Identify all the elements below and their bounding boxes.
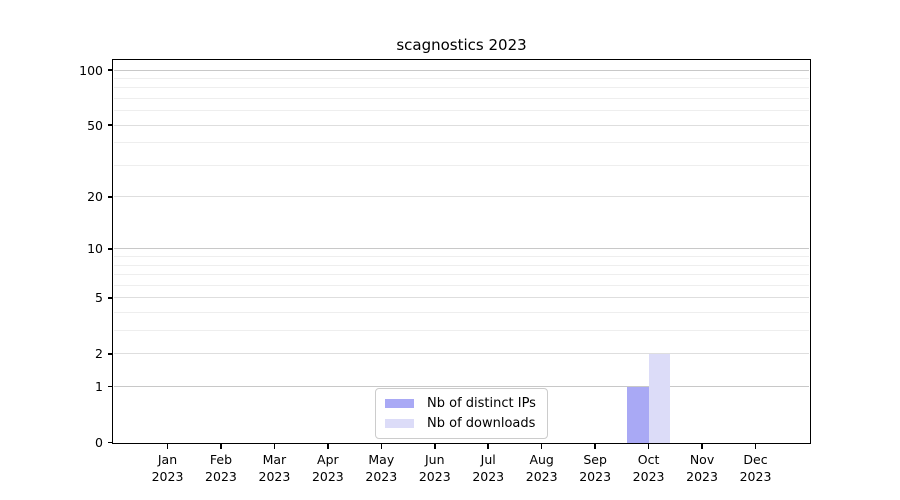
x-tick-mark — [701, 444, 703, 449]
gridline-minor — [114, 312, 809, 314]
x-tick-year: 2023 — [205, 468, 237, 484]
x-tick-month: Sep — [583, 452, 607, 467]
x-tick-mark — [220, 444, 222, 449]
y-tick-label: 10 — [87, 241, 103, 257]
x-tick-month: Apr — [317, 452, 339, 467]
x-tick-label-oct: Oct 2023 — [617, 452, 681, 485]
y-tick-mark — [107, 196, 113, 198]
y-tick-mark — [107, 385, 113, 388]
legend-item-0: Nb of distinct IPs — [385, 396, 536, 411]
y-tick-label: 100 — [79, 62, 103, 78]
x-tick-month: Jan — [157, 452, 178, 467]
x-tick-month: Nov — [689, 452, 715, 467]
x-tick-month: Mar — [262, 452, 287, 467]
y-tick-mark — [107, 353, 113, 355]
x-tick-mark — [487, 444, 489, 449]
bar-oct-series-0 — [627, 386, 649, 444]
gridline-5 — [114, 297, 809, 299]
x-tick-year: 2023 — [739, 468, 772, 484]
gridline-20 — [114, 196, 809, 198]
legend-label-1: Nb of downloads — [427, 416, 536, 431]
x-tick-month: May — [368, 452, 395, 467]
x-tick-mark — [380, 444, 383, 449]
x-tick-mark — [647, 444, 650, 449]
legend-item-1: Nb of downloads — [385, 416, 536, 431]
x-tick-year: 2023 — [579, 468, 612, 484]
y-tick-mark — [107, 248, 113, 250]
x-tick-mark — [327, 444, 329, 449]
x-tick-label-sep: Sep 2023 — [563, 452, 627, 485]
gridline-minor — [114, 77, 809, 79]
x-tick-label-feb: Feb 2023 — [189, 452, 253, 485]
gridline-minor — [114, 274, 809, 276]
x-tick-label-apr: Apr 2023 — [296, 452, 360, 485]
x-tick-month: Feb — [209, 452, 233, 467]
gridline-minor — [114, 97, 809, 99]
x-tick-mark — [166, 444, 169, 449]
x-tick-label-nov: Nov 2023 — [670, 452, 734, 485]
legend: Nb of distinct IPs Nb of downloads — [375, 388, 548, 439]
x-tick-mark — [540, 444, 543, 449]
gridline-minor — [114, 264, 809, 266]
y-tick-label: 1 — [95, 379, 103, 395]
gridline-minor — [114, 330, 809, 332]
gridline-minor — [114, 284, 809, 286]
gridline-10 — [114, 248, 809, 250]
x-tick-month: Aug — [529, 452, 554, 467]
y-tick-mark — [107, 297, 113, 299]
gridline-100 — [114, 69, 809, 71]
y-tick-label: 50 — [87, 117, 103, 133]
x-tick-mark — [434, 444, 436, 449]
x-tick-year: 2023 — [258, 468, 291, 484]
legend-swatch-1 — [385, 419, 414, 428]
x-tick-year: 2023 — [632, 468, 665, 484]
x-tick-year: 2023 — [472, 468, 505, 484]
legend-label-0: Nb of distinct IPs — [427, 396, 536, 411]
y-tick-mark — [107, 441, 113, 444]
gridline-minor — [114, 87, 809, 89]
x-tick-label-jan: Jan 2023 — [136, 452, 200, 485]
x-tick-month: Jun — [425, 452, 445, 467]
x-tick-year: 2023 — [418, 468, 451, 484]
gridline-minor — [114, 142, 809, 144]
x-tick-month: Oct — [637, 452, 660, 467]
x-tick-mark — [754, 444, 757, 449]
gridline-50 — [114, 124, 809, 126]
gridline-2 — [114, 353, 809, 355]
x-tick-year: 2023 — [151, 468, 184, 484]
x-tick-label-may: May 2023 — [349, 452, 413, 485]
y-tick-label: 5 — [95, 290, 103, 306]
y-tick-label: 20 — [87, 189, 103, 205]
gridline-minor — [114, 256, 809, 258]
x-tick-year: 2023 — [686, 468, 718, 484]
gridline-minor — [114, 164, 809, 166]
y-tick-mark — [107, 69, 113, 71]
x-tick-mark — [594, 444, 596, 449]
gridline-minor — [114, 110, 809, 112]
y-tick-mark — [107, 124, 113, 126]
x-tick-label-dec: Dec 2023 — [724, 452, 788, 485]
x-tick-label-aug: Aug 2023 — [510, 452, 574, 485]
x-tick-month: Jul — [480, 452, 496, 467]
chart-title: scagnostics 2023 — [396, 36, 527, 54]
x-tick-label-jul: Jul 2023 — [456, 452, 520, 485]
x-tick-year: 2023 — [365, 468, 398, 484]
y-tick-label: 0 — [95, 435, 103, 450]
y-tick-label: 2 — [95, 346, 103, 362]
x-tick-label-jun: Jun 2023 — [403, 452, 467, 485]
x-tick-year: 2023 — [311, 468, 344, 484]
bar-oct-series-1 — [648, 353, 671, 444]
gridline-1 — [114, 386, 809, 388]
legend-swatch-0 — [385, 399, 414, 408]
x-tick-year: 2023 — [525, 468, 558, 484]
x-tick-month: Dec — [743, 452, 768, 467]
x-tick-mark — [273, 444, 276, 449]
x-tick-label-mar: Mar 2023 — [242, 452, 306, 485]
